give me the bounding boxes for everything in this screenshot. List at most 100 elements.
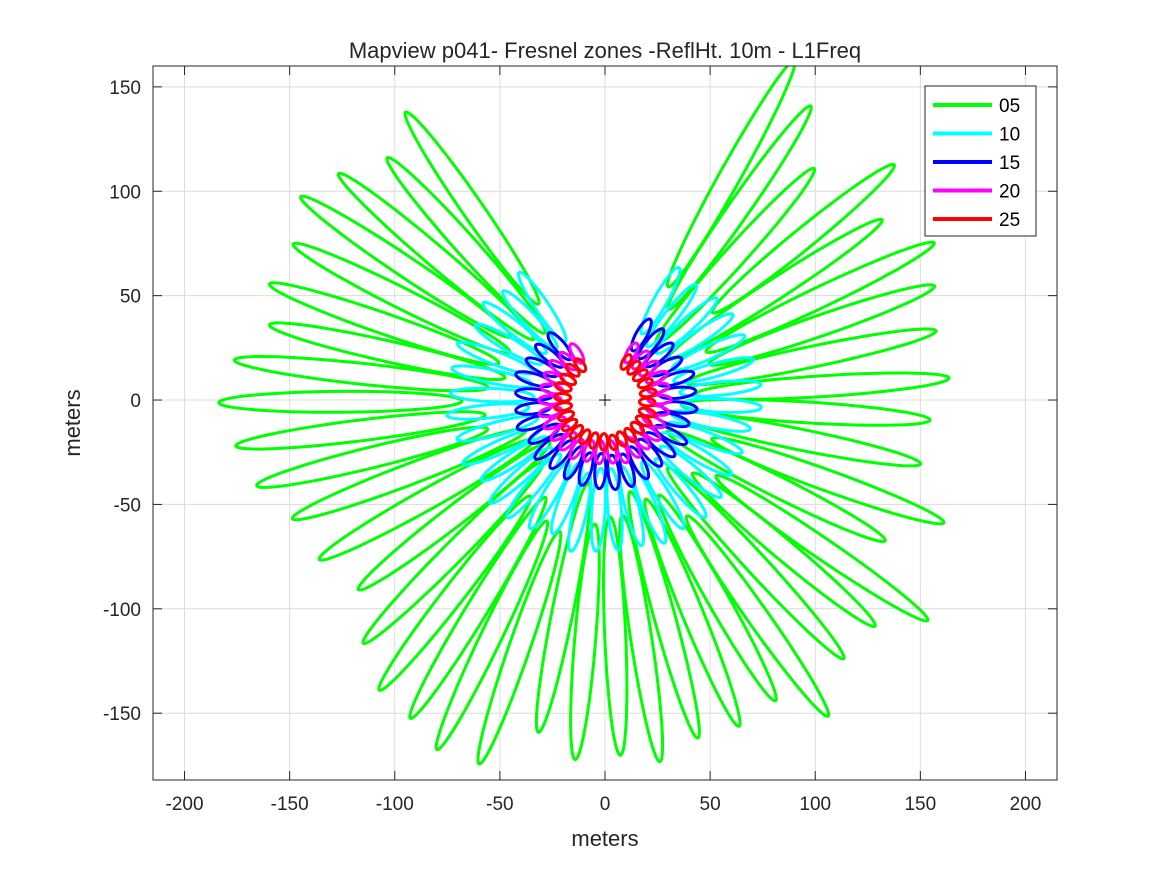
y-tick-labels: -150 -100 -50 0 50 100 150 — [103, 78, 141, 725]
series-15-ellipse-9 — [644, 431, 677, 459]
legend: 05 10 15 20 25 — [924, 85, 1037, 237]
series-05-ellipse-16 — [684, 514, 831, 718]
series-10-ellipse-3 — [666, 312, 735, 360]
series-10-ellipse-33 — [516, 270, 568, 343]
series-05-ellipse-0 — [665, 66, 796, 289]
y-tick-label-6: 150 — [109, 78, 141, 99]
series-25-ellipse-1 — [626, 359, 642, 376]
x-tick-label-6: 100 — [799, 794, 831, 815]
series-05-ellipse-14 — [690, 471, 877, 629]
series-05-ellipse-40 — [336, 171, 536, 342]
series-10-ellipse-30 — [473, 322, 544, 366]
series-20-ellipse-1 — [630, 349, 651, 371]
origin-marker — [599, 394, 611, 407]
series-15-ellipse-14 — [593, 451, 608, 491]
series-05-ellipse-19 — [627, 489, 701, 740]
series-20-ellipse-15 — [568, 437, 586, 461]
legend-label-10: 10 — [999, 125, 1020, 146]
series-20-ellipse-0 — [623, 341, 640, 365]
series-15-ellipse-13 — [606, 453, 621, 492]
series-25-ellipse-7 — [634, 414, 653, 428]
series-10-ellipse-11 — [658, 444, 723, 500]
series-10-ellipse-0 — [639, 265, 682, 336]
legend-label-20: 20 — [999, 182, 1020, 203]
series-10-ellipse-10 — [659, 431, 734, 477]
series-25-ellipse-22 — [565, 362, 581, 378]
y-tick-label-4: 50 — [120, 287, 141, 308]
series-05-ellipse-24 — [476, 529, 563, 766]
series-25-ellipse-9 — [623, 426, 638, 444]
legend-label-25: 25 — [999, 210, 1020, 231]
x-tick-labels: -200 -150 -100 -50 0 50 100 150 200 — [166, 794, 1042, 815]
series-10-ellipse-27 — [448, 386, 536, 404]
y-tick-label-1: -100 — [103, 600, 141, 621]
series-05-ellipse-41 — [385, 155, 547, 335]
series-05-ellipse-15 — [665, 466, 846, 661]
series-25-ellipse-21 — [559, 372, 577, 387]
series-20-ellipse-18 — [542, 415, 567, 431]
series-25-ellipse-11 — [607, 433, 619, 451]
series-05-ellipse-11 — [710, 436, 946, 526]
x-tick-label-0: -200 — [166, 794, 204, 815]
series-25-ellipse-23 — [573, 357, 588, 374]
y-tick-label-5: 100 — [109, 182, 141, 203]
series-05-ellipse-29 — [356, 440, 552, 592]
series-25-ellipse-14 — [578, 428, 592, 446]
axis-ticks — [153, 66, 1057, 780]
series-10-ellipse-22 — [488, 446, 554, 505]
series-20-ellipse-17 — [549, 424, 571, 442]
series-05-ellipse-23 — [534, 481, 592, 735]
series-25 — [553, 353, 658, 452]
series-05-ellipse-27 — [377, 494, 533, 692]
y-tick-label-3: 0 — [130, 391, 141, 412]
series-05-ellipse-12 — [665, 429, 887, 544]
series-25-ellipse-20 — [554, 381, 573, 393]
series-10-ellipse-12 — [653, 457, 708, 519]
series-20-ellipse-16 — [558, 431, 578, 452]
series-05-ellipse-25 — [434, 519, 550, 752]
series-05-ellipse-3 — [710, 162, 896, 315]
series-25-ellipse-3 — [636, 377, 654, 390]
series-10-ellipse-18 — [567, 471, 593, 553]
series-05-ellipse-37 — [267, 281, 501, 367]
series-25-ellipse-15 — [568, 424, 585, 440]
series-25-ellipse-10 — [615, 430, 628, 448]
series-10-ellipse-16 — [605, 467, 624, 552]
series-10-ellipse-6 — [678, 379, 763, 398]
series-05-ellipse-22 — [569, 522, 601, 762]
series-10-ellipse-13 — [640, 459, 686, 531]
series-10 — [445, 265, 763, 553]
series-25-ellipse-18 — [553, 401, 574, 413]
x-tick-label-2: -100 — [376, 794, 414, 815]
series-10-ellipse-17 — [589, 466, 607, 553]
series-05-ellipse-5 — [704, 240, 936, 355]
series-10-ellipse-5 — [672, 356, 755, 385]
series-25-ellipse-17 — [557, 409, 576, 423]
x-axis-label: meters — [571, 826, 638, 851]
series-05-ellipse-17 — [656, 493, 778, 703]
series-25-ellipse-2 — [631, 368, 649, 383]
series-25-ellipse-13 — [588, 431, 600, 450]
series-25-ellipse-19 — [553, 392, 573, 403]
series-10-ellipse-25 — [455, 414, 540, 443]
legend-label-05: 05 — [999, 96, 1020, 117]
series-05-ellipse-34 — [217, 389, 464, 414]
series-15-ellipse-0 — [629, 317, 653, 353]
series-05-ellipse-18 — [643, 497, 742, 728]
series-25-ellipse-5 — [638, 396, 657, 408]
series-25-ellipse-12 — [598, 432, 610, 452]
series-05-ellipse-26 — [408, 495, 548, 720]
series-15-ellipse-12 — [618, 452, 636, 489]
y-tick-label-2: -50 — [114, 495, 141, 516]
y-tick-label-0: -150 — [103, 704, 141, 725]
series-20-ellipse-2 — [637, 359, 660, 378]
series-05-ellipse-8 — [694, 371, 951, 401]
series-05-ellipse-32 — [255, 425, 490, 489]
series-10-ellipse-21 — [505, 452, 563, 520]
series-05-ellipse-33 — [234, 410, 487, 451]
series-05-ellipse-42 — [403, 110, 541, 306]
series-15-ellipse-11 — [627, 445, 651, 481]
series-10-ellipse-26 — [445, 402, 531, 421]
series-10-ellipse-32 — [501, 289, 559, 351]
